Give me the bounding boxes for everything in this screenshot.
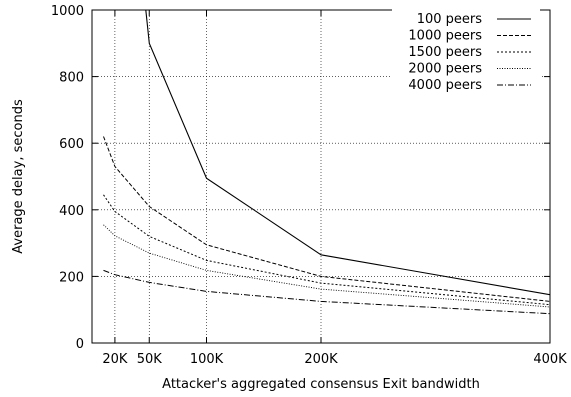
x-tick-label: 400K xyxy=(533,352,567,367)
x-tick-label: 200K xyxy=(304,352,338,367)
series-line-100-peers xyxy=(145,10,550,296)
x-tick-label: 20K xyxy=(102,352,128,367)
y-tick-label: 200 xyxy=(59,270,84,285)
y-tick-label: 0 xyxy=(76,337,84,352)
series-line-1000-peers xyxy=(103,136,550,302)
legend-label: 1500 peers xyxy=(408,45,482,60)
axis-ticks: 0 200 400 600 800 1000 20K 50K 100K 200K 400K xyxy=(51,4,567,367)
y-tick-label: 600 xyxy=(59,137,84,152)
y-tick-label: 1000 xyxy=(51,4,84,19)
series-lines xyxy=(103,10,550,315)
y-tick-label: 400 xyxy=(59,204,84,219)
x-tick-label: 100K xyxy=(190,352,224,367)
series-line-1500-peers xyxy=(103,194,550,306)
y-axis-label: Average delay, seconds xyxy=(11,99,26,254)
legend-background xyxy=(392,9,540,96)
x-tick-label: 50K xyxy=(137,352,163,367)
legend-label: 100 peers xyxy=(417,12,483,27)
series-line-2000-peers xyxy=(103,224,550,308)
x-axis-label: Attacker's aggregated consensus Exit ban… xyxy=(162,377,480,392)
legend-label: 4000 peers xyxy=(408,78,482,93)
legend-label: 1000 peers xyxy=(408,29,482,44)
series-line-4000-peers xyxy=(103,269,550,315)
legend-label: 2000 peers xyxy=(408,62,482,77)
y-tick-label: 800 xyxy=(59,71,84,86)
